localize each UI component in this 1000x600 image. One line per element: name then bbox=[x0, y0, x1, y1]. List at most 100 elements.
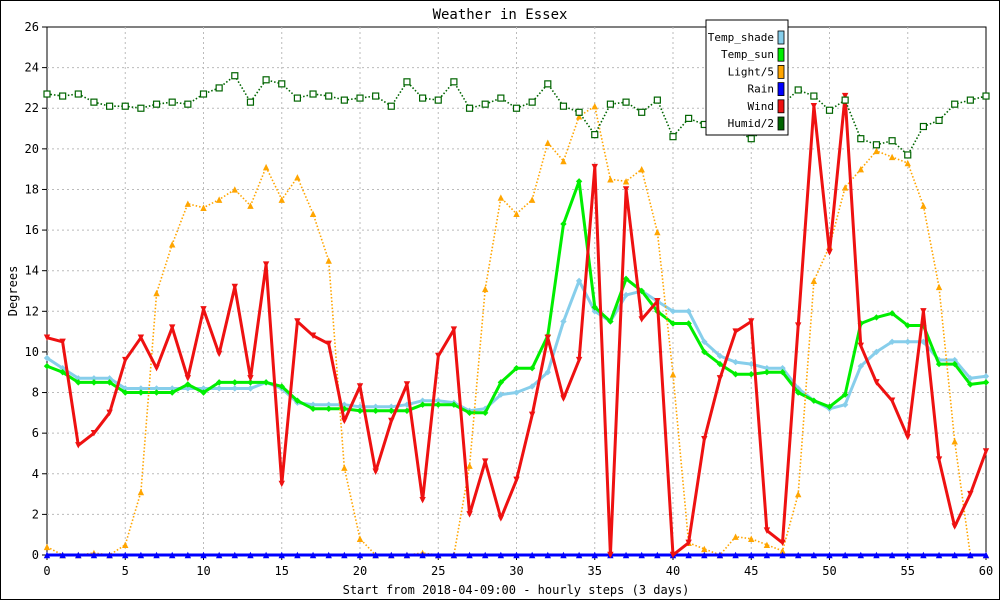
data-point bbox=[106, 375, 113, 382]
data-point bbox=[810, 397, 818, 404]
data-point bbox=[497, 515, 505, 522]
data-point bbox=[951, 523, 958, 530]
data-point bbox=[137, 389, 145, 396]
data-point bbox=[748, 535, 755, 542]
data-point bbox=[560, 318, 567, 325]
data-point bbox=[466, 511, 473, 518]
data-point bbox=[748, 371, 755, 378]
data-point bbox=[435, 401, 442, 408]
data-point bbox=[919, 122, 928, 131]
data-point bbox=[575, 113, 583, 120]
data-point bbox=[904, 322, 911, 329]
data-point bbox=[465, 104, 474, 112]
data-point bbox=[309, 210, 317, 218]
x-tick-label: 30 bbox=[509, 564, 523, 578]
data-point bbox=[575, 178, 583, 185]
x-tick-label: 20 bbox=[353, 564, 367, 578]
series-wind bbox=[43, 92, 990, 559]
data-point bbox=[153, 289, 160, 297]
data-point bbox=[403, 407, 411, 415]
data-point bbox=[873, 314, 880, 321]
legend-label: Light/5 bbox=[728, 65, 774, 78]
data-point bbox=[43, 362, 51, 370]
data-point bbox=[591, 163, 598, 171]
data-point bbox=[356, 94, 364, 102]
data-point bbox=[951, 360, 958, 368]
data-point bbox=[841, 391, 849, 398]
data-point bbox=[435, 397, 442, 404]
data-point bbox=[482, 551, 489, 559]
data-point bbox=[701, 545, 708, 553]
data-point bbox=[43, 543, 51, 551]
data-point bbox=[278, 80, 286, 88]
y-tick-label: 14 bbox=[25, 264, 39, 278]
data-point bbox=[90, 98, 98, 106]
data-point bbox=[246, 98, 255, 106]
data-point bbox=[231, 551, 238, 559]
data-point bbox=[215, 84, 223, 92]
data-point bbox=[591, 551, 598, 559]
data-point bbox=[215, 350, 223, 358]
legend-swatch bbox=[777, 99, 785, 114]
data-point bbox=[122, 389, 129, 396]
data-point bbox=[153, 389, 160, 396]
data-point bbox=[294, 174, 301, 181]
data-point bbox=[372, 403, 379, 410]
data-point bbox=[481, 100, 489, 108]
data-point bbox=[763, 369, 771, 376]
data-point bbox=[622, 98, 630, 106]
x-tick-label: 25 bbox=[431, 564, 445, 578]
data-point bbox=[920, 308, 927, 315]
data-point bbox=[935, 456, 943, 463]
legend-swatch bbox=[777, 82, 785, 96]
data-point bbox=[888, 338, 896, 345]
data-point bbox=[873, 147, 880, 155]
data-point bbox=[309, 332, 317, 339]
data-point bbox=[497, 391, 505, 398]
data-point bbox=[857, 362, 864, 370]
legend-item: Wind bbox=[748, 99, 785, 114]
data-point bbox=[137, 385, 145, 392]
data-point bbox=[200, 551, 207, 559]
data-point bbox=[560, 220, 567, 228]
data-point bbox=[153, 551, 160, 559]
data-point bbox=[278, 196, 285, 203]
data-point bbox=[841, 92, 849, 100]
data-point bbox=[340, 96, 348, 104]
data-point bbox=[685, 308, 692, 315]
data-point bbox=[372, 407, 379, 415]
data-point bbox=[638, 316, 645, 323]
y-tick-label: 22 bbox=[25, 101, 39, 115]
data-point bbox=[904, 551, 911, 559]
data-point bbox=[341, 417, 348, 425]
data-point bbox=[920, 551, 927, 559]
y-tick-label: 20 bbox=[25, 142, 39, 156]
data-point bbox=[826, 403, 833, 410]
y-axis-label: Degrees bbox=[6, 266, 20, 317]
data-point bbox=[231, 283, 238, 291]
data-point bbox=[90, 429, 98, 437]
data-point bbox=[325, 340, 332, 347]
data-point bbox=[43, 551, 51, 559]
data-point bbox=[325, 257, 332, 264]
x-tick-label: 55 bbox=[901, 564, 915, 578]
data-point bbox=[544, 80, 552, 88]
data-point bbox=[435, 551, 442, 559]
data-point bbox=[638, 108, 646, 116]
data-point bbox=[826, 249, 833, 256]
data-point bbox=[638, 287, 645, 295]
data-point bbox=[935, 116, 943, 125]
data-point bbox=[43, 90, 51, 98]
x-axis-label: Start from 2018-04-09:00 - hourly steps … bbox=[343, 583, 690, 597]
data-point bbox=[231, 385, 238, 392]
y-tick-label: 0 bbox=[32, 548, 39, 562]
data-point bbox=[701, 338, 708, 345]
legend-item: Rain bbox=[748, 82, 785, 96]
data-point bbox=[215, 551, 223, 559]
data-point bbox=[857, 342, 864, 350]
data-point bbox=[669, 551, 677, 559]
data-point bbox=[293, 94, 301, 102]
data-point bbox=[935, 360, 943, 368]
data-point bbox=[653, 96, 661, 104]
